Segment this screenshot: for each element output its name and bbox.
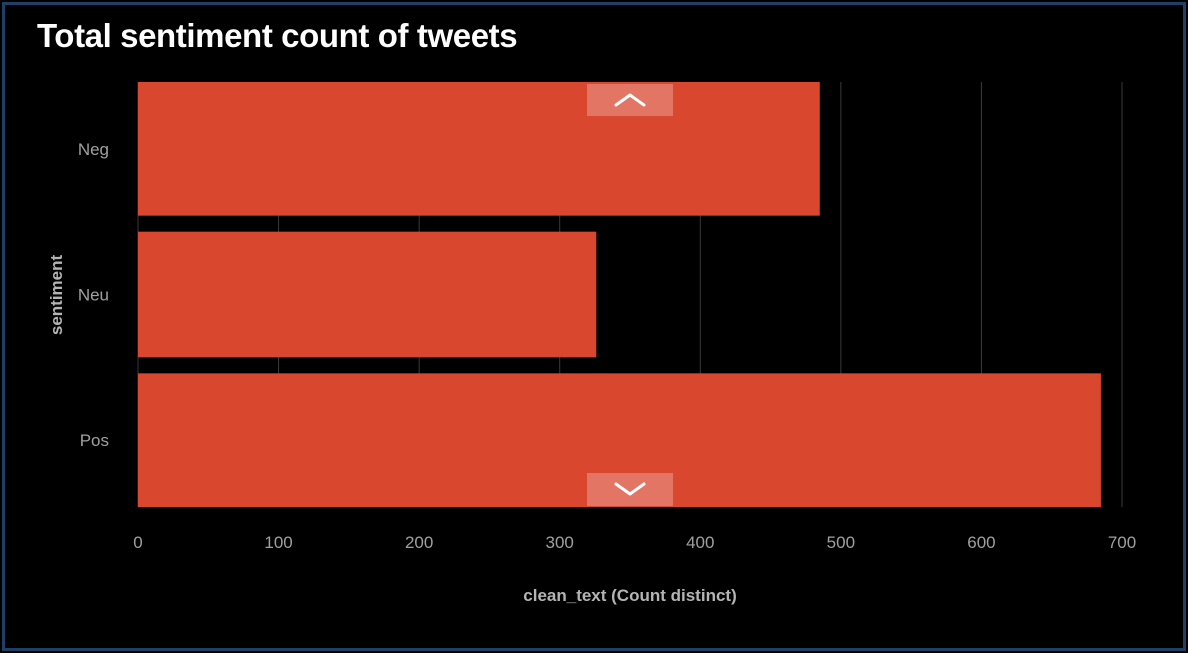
y-tick-label: Pos (80, 431, 109, 450)
y-tick-label: Neg (78, 140, 109, 159)
x-tick-label: 0 (133, 533, 142, 552)
x-tick-label: 100 (264, 533, 292, 552)
bars (138, 82, 1101, 507)
y-axis-label: sentiment (47, 255, 66, 336)
x-tick-labels: 0 100 200 300 400 500 600 700 (133, 533, 1136, 552)
chart-title: Total sentiment count of tweets (37, 17, 518, 54)
x-tick-label: 400 (686, 533, 714, 552)
x-tick-label: 500 (827, 533, 855, 552)
bar-neg[interactable] (138, 82, 820, 216)
x-tick-label: 200 (405, 533, 433, 552)
x-tick-label: 600 (967, 533, 995, 552)
x-axis-label: clean_text (Count distinct) (523, 586, 736, 605)
chevron-down-icon (614, 482, 646, 496)
x-tick-label: 300 (546, 533, 574, 552)
scroll-up-button[interactable] (587, 84, 673, 116)
y-tick-labels: Neg Neu Pos (78, 140, 109, 450)
y-tick-label: Neu (78, 286, 109, 305)
scroll-down-button[interactable] (587, 473, 673, 506)
bar-neu[interactable] (138, 231, 597, 358)
chevron-up-icon (614, 93, 646, 107)
x-tick-label: 700 (1108, 533, 1136, 552)
